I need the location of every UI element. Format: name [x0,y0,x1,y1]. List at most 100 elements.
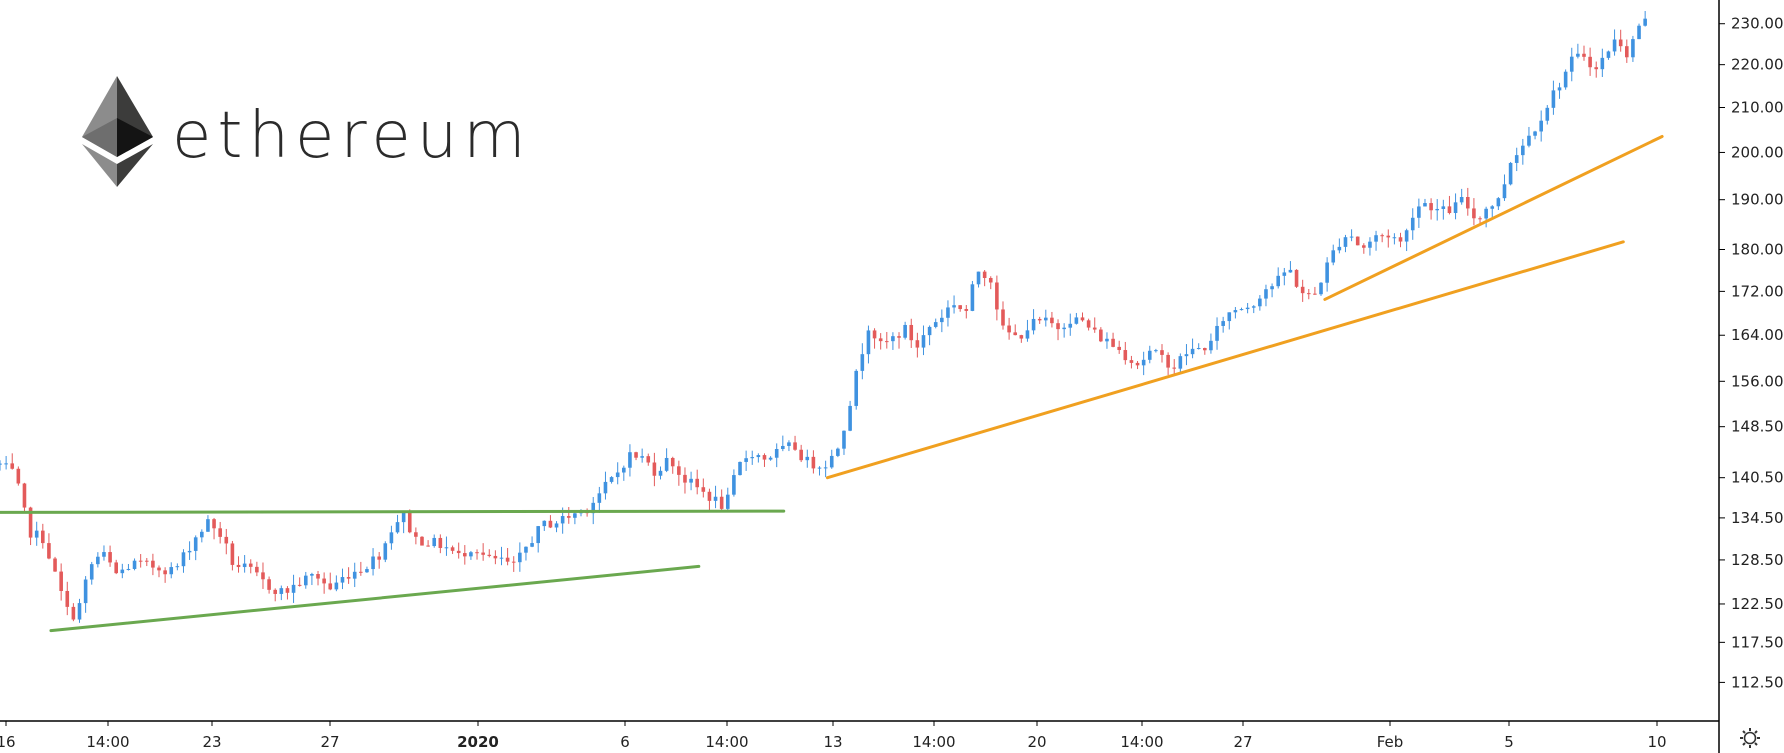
candle [224,528,229,555]
candle [1582,45,1586,61]
candle [1319,282,1323,296]
candle [836,447,840,458]
candle [303,571,308,589]
candle [573,511,577,525]
candle [138,554,143,568]
candle [1545,105,1550,125]
candle [1404,228,1409,252]
candle [1417,198,1421,228]
candle [1624,39,1629,63]
candle [1111,332,1115,348]
candle [1551,80,1556,115]
candle [713,485,718,509]
candle [53,556,57,572]
candle [1392,233,1397,245]
candle [316,570,320,586]
candle [658,466,663,480]
trendlines-layer [0,134,1664,633]
y-tick-label: 134.50 [1731,509,1784,527]
candle [891,332,895,350]
candle [677,460,681,486]
candle [897,332,901,349]
candle [1453,193,1458,220]
x-tick-label: 10 [1647,733,1666,751]
candle [181,549,186,573]
candle [1612,29,1617,56]
candle [701,478,706,498]
y-tick-label: 112.50 [1731,673,1784,691]
candle [762,453,767,467]
candle [1221,316,1225,333]
candle [1514,147,1519,172]
candle [1643,10,1647,27]
candle [756,453,761,463]
candle [640,448,644,463]
candle [1215,317,1219,350]
candle [279,585,284,601]
x-tick-label: 14:00 [86,733,129,751]
candle [65,581,70,616]
candle [738,461,742,476]
candle [1533,130,1537,140]
candle [933,318,938,329]
y-tick-label: 148.50 [1731,418,1784,436]
candle [1600,48,1605,77]
candle [1343,234,1348,253]
candle [615,462,620,485]
candle [787,440,791,452]
candle [291,574,296,603]
candle [426,540,430,547]
candle [1147,345,1152,364]
candle [1447,195,1452,215]
y-tick-label: 200.00 [1731,143,1784,161]
candle [377,552,381,569]
candle [664,448,669,473]
y-tick-label: 180.00 [1731,240,1784,258]
candle [1166,352,1170,376]
y-tick-label: 172.00 [1731,282,1784,300]
candle [450,545,455,554]
candle [988,276,993,290]
candle [1631,35,1635,62]
candle [1355,236,1360,246]
candle [1172,359,1177,376]
candle [1502,174,1507,201]
candle [1080,312,1085,322]
ethereum-wordmark: ethereum [172,99,532,173]
candle [848,400,852,432]
candle [0,460,2,471]
gear-icon[interactable] [1740,728,1760,748]
candle [230,540,235,571]
candle [59,563,63,601]
candle [946,300,950,327]
candle [1588,47,1592,76]
candle [255,561,259,577]
candle [126,563,131,571]
candle [725,487,730,512]
candle [1129,355,1134,369]
candle [200,529,204,543]
candle [1288,261,1293,273]
y-axis-ticks: 230.00 220.00 210.00 200.00 190.00 180.00 172.… [1719,15,1784,691]
candle [860,343,865,380]
candle [609,476,614,484]
candle [144,557,149,567]
x-tick-label: 13 [823,733,842,751]
ethereum-diamond-icon [82,76,153,187]
candle [1178,353,1183,375]
candle [1496,197,1501,211]
candle [1606,50,1611,60]
candle [22,482,27,512]
candle [493,550,498,565]
green-support-line [49,564,701,633]
candle [328,572,333,591]
candle [1141,351,1146,376]
candle [707,488,712,512]
candle [554,521,559,533]
y-tick-label: 220.00 [1731,56,1784,74]
candle [768,456,773,461]
x-tick-label: 23 [202,733,221,751]
candle [1203,347,1207,355]
candle [481,543,485,561]
green-support-line [0,509,786,514]
